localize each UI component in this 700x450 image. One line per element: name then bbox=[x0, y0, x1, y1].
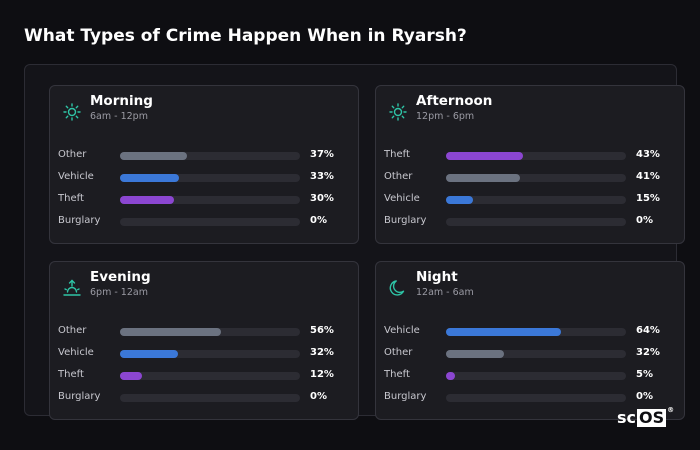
logo-registered-mark: ® bbox=[667, 405, 675, 414]
sun-icon bbox=[62, 102, 82, 122]
crime-percent: 0% bbox=[310, 215, 327, 226]
crime-row: Theft 43% bbox=[384, 148, 674, 164]
progress-track bbox=[120, 350, 300, 358]
card-time-range: 12am - 6am bbox=[416, 287, 474, 298]
crime-percent: 12% bbox=[310, 369, 334, 380]
crime-row: Burglary 0% bbox=[384, 390, 674, 406]
crime-percent: 15% bbox=[636, 193, 660, 204]
crime-row: Vehicle 15% bbox=[384, 192, 674, 208]
crime-label: Burglary bbox=[384, 391, 427, 402]
card-title: Night bbox=[416, 269, 458, 285]
progress-fill bbox=[446, 372, 455, 380]
crime-label: Vehicle bbox=[384, 325, 420, 336]
crime-label: Theft bbox=[384, 149, 410, 160]
sunset-icon bbox=[62, 278, 82, 298]
progress-fill bbox=[446, 152, 523, 160]
crime-label: Other bbox=[384, 171, 413, 182]
crime-percent: 5% bbox=[636, 369, 653, 380]
sun-icon bbox=[388, 102, 408, 122]
crime-percent: 56% bbox=[310, 325, 334, 336]
progress-fill bbox=[120, 350, 178, 358]
progress-fill bbox=[120, 328, 221, 336]
crime-percent: 0% bbox=[636, 391, 653, 402]
crime-percent: 43% bbox=[636, 149, 660, 160]
crime-percent: 0% bbox=[636, 215, 653, 226]
crime-label: Vehicle bbox=[58, 347, 94, 358]
crime-percent: 32% bbox=[636, 347, 660, 358]
crime-percent: 33% bbox=[310, 171, 334, 182]
progress-fill bbox=[446, 328, 561, 336]
crime-percent: 41% bbox=[636, 171, 660, 182]
crime-row: Other 41% bbox=[384, 170, 674, 186]
crime-row: Vehicle 33% bbox=[58, 170, 348, 186]
progress-fill bbox=[120, 152, 187, 160]
progress-track bbox=[120, 218, 300, 226]
crime-label: Other bbox=[384, 347, 413, 358]
card-time-range: 6pm - 12am bbox=[90, 287, 148, 298]
crime-label: Vehicle bbox=[384, 193, 420, 204]
crime-label: Burglary bbox=[384, 215, 427, 226]
progress-track bbox=[446, 218, 626, 226]
progress-track bbox=[446, 350, 626, 358]
progress-fill bbox=[120, 372, 142, 380]
crime-row: Other 37% bbox=[58, 148, 348, 164]
crime-label: Other bbox=[58, 149, 87, 160]
logo-suffix: OS bbox=[637, 407, 667, 427]
card-title: Afternoon bbox=[416, 93, 493, 109]
progress-track bbox=[446, 328, 626, 336]
card-title: Morning bbox=[90, 93, 153, 109]
scos-logo: sc OS ® bbox=[617, 405, 675, 428]
crime-label: Vehicle bbox=[58, 171, 94, 182]
crime-label: Burglary bbox=[58, 215, 101, 226]
crime-row: Theft 30% bbox=[58, 192, 348, 208]
crime-percent: 30% bbox=[310, 193, 334, 204]
progress-track bbox=[120, 152, 300, 160]
crime-percent: 37% bbox=[310, 149, 334, 160]
progress-fill bbox=[120, 196, 174, 204]
crime-percent: 32% bbox=[310, 347, 334, 358]
progress-track bbox=[446, 196, 626, 204]
card-time-range: 12pm - 6pm bbox=[416, 111, 475, 122]
progress-fill bbox=[446, 196, 473, 204]
card-time-range: 6am - 12pm bbox=[90, 111, 148, 122]
card-morning: Morning 6am - 12pm Other 37% Vehicle 33%… bbox=[49, 85, 359, 244]
progress-track bbox=[120, 394, 300, 402]
crime-row: Theft 5% bbox=[384, 368, 674, 384]
progress-track bbox=[120, 372, 300, 380]
card-afternoon: Afternoon 12pm - 6pm Theft 43% Other 41%… bbox=[375, 85, 685, 244]
crime-row: Other 56% bbox=[58, 324, 348, 340]
card-night: Night 12am - 6am Vehicle 64% Other 32% T… bbox=[375, 261, 685, 420]
progress-track bbox=[446, 152, 626, 160]
progress-track bbox=[120, 196, 300, 204]
crime-row: Other 32% bbox=[384, 346, 674, 362]
crime-row: Burglary 0% bbox=[58, 390, 348, 406]
progress-fill bbox=[120, 174, 179, 182]
card-title: Evening bbox=[90, 269, 151, 285]
crime-row: Burglary 0% bbox=[58, 214, 348, 230]
crime-row: Theft 12% bbox=[58, 368, 348, 384]
moon-icon bbox=[388, 278, 408, 298]
progress-track bbox=[446, 372, 626, 380]
page-title: What Types of Crime Happen When in Ryars… bbox=[24, 26, 467, 46]
crime-label: Theft bbox=[384, 369, 410, 380]
card-evening: Evening 6pm - 12am Other 56% Vehicle 32%… bbox=[49, 261, 359, 420]
crime-label: Theft bbox=[58, 369, 84, 380]
progress-track bbox=[446, 174, 626, 182]
progress-fill bbox=[446, 350, 504, 358]
crime-label: Other bbox=[58, 325, 87, 336]
progress-track bbox=[120, 174, 300, 182]
crime-percent: 64% bbox=[636, 325, 660, 336]
progress-track bbox=[120, 328, 300, 336]
crime-row: Vehicle 32% bbox=[58, 346, 348, 362]
crime-label: Theft bbox=[58, 193, 84, 204]
crime-label: Burglary bbox=[58, 391, 101, 402]
crime-percent: 0% bbox=[310, 391, 327, 402]
logo-prefix: sc bbox=[617, 408, 637, 427]
progress-track bbox=[446, 394, 626, 402]
crime-row: Vehicle 64% bbox=[384, 324, 674, 340]
progress-fill bbox=[446, 174, 520, 182]
crime-row: Burglary 0% bbox=[384, 214, 674, 230]
